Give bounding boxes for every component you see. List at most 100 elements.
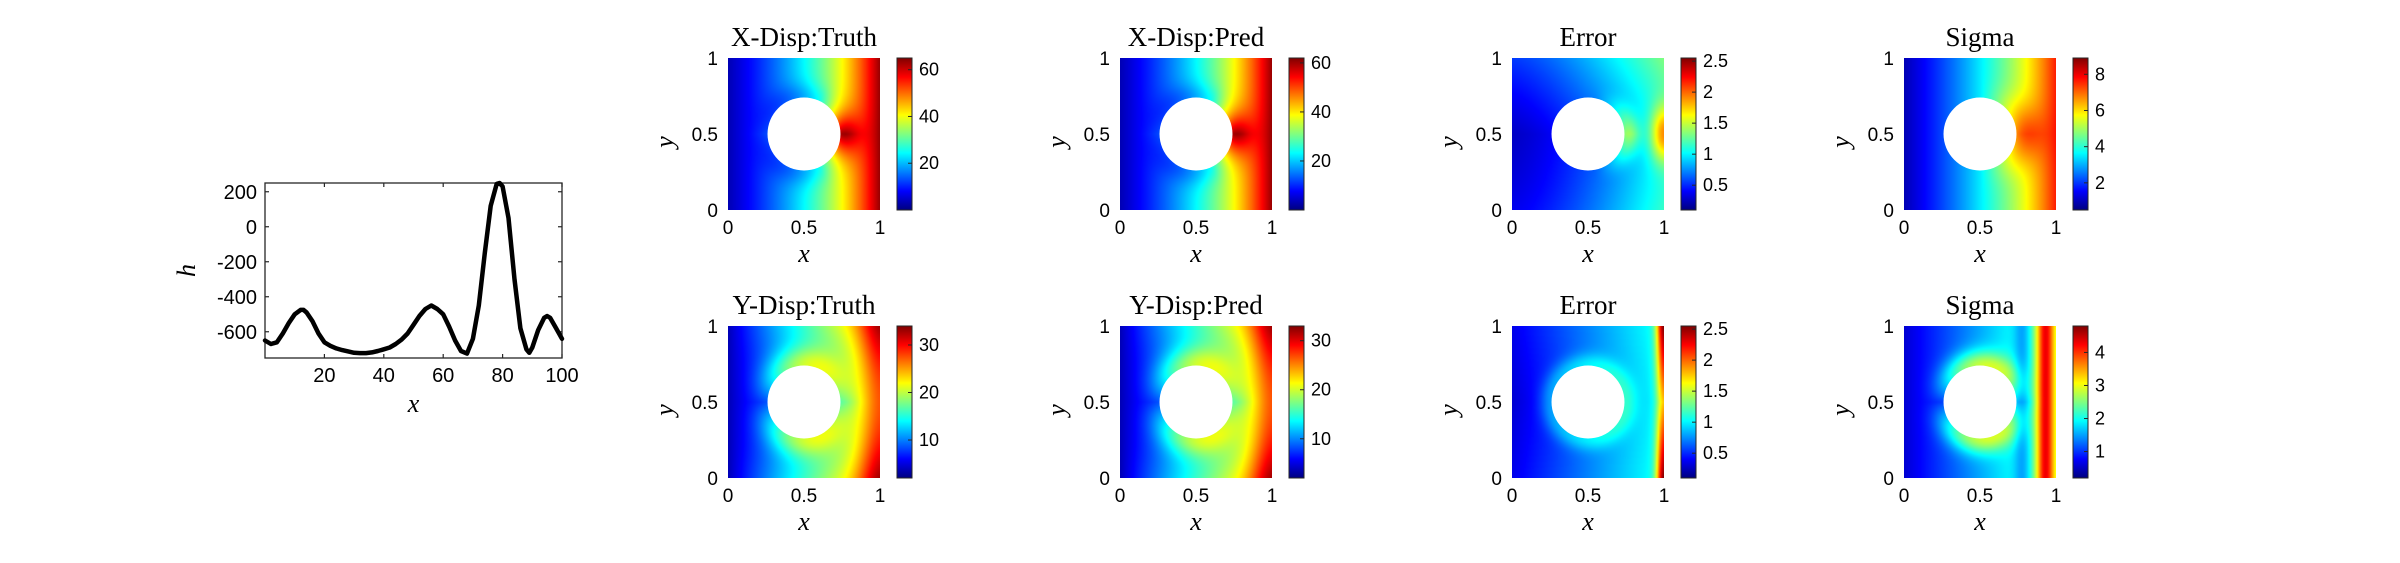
x-tick-label: 0 [1507, 486, 1518, 507]
colorbar-tick-label: 0.5 [1703, 175, 1728, 195]
y-tick-label: 0 [707, 201, 718, 222]
y-tick-label: 0 [1883, 201, 1894, 222]
colorbar-tick-label: 2.5 [1703, 51, 1728, 71]
y-axis-label: y [1826, 136, 1855, 151]
x-tick-label: 100 [545, 365, 578, 387]
y-tick-label: 200 [224, 182, 257, 204]
x-tick-label: 0.5 [1183, 218, 1209, 239]
colorbar-tick-label: 3 [2095, 375, 2105, 395]
heatmap-panel-ydisp-error: 0 0.5 1 0 0.5 1 Error x y 0.5 1 1.5 2 2.5 [1434, 290, 1728, 536]
y-axis-label: y [650, 404, 679, 419]
y-axis-label: h [172, 264, 201, 277]
x-tick-label: 0.5 [1575, 486, 1601, 507]
y-tick-label: 1 [1883, 49, 1894, 70]
y-tick-label: 1 [1099, 49, 1110, 70]
colorbar-tick-label: 1.5 [1703, 113, 1728, 133]
hole [1551, 365, 1625, 439]
panel-title: X-Disp:Truth [731, 22, 878, 52]
panel-title: Y-Disp:Pred [1129, 290, 1263, 320]
y-tick-label: 1 [707, 49, 718, 70]
x-axis-label: x [407, 389, 420, 418]
colorbar [1680, 325, 1697, 479]
x-axis-label: x [797, 239, 810, 268]
colorbar-tick-label: 40 [919, 106, 939, 126]
y-tick-label: -600 [217, 322, 257, 344]
colorbar-tick-label: 8 [2095, 64, 2105, 84]
y-tick-label: 0 [1883, 469, 1894, 490]
x-axis-label: x [1189, 239, 1202, 268]
y-tick-label: 1 [1099, 317, 1110, 338]
x-tick-label: 1 [1267, 218, 1278, 239]
x-tick-label: 1 [1659, 486, 1670, 507]
colorbar-tick-label: 0.5 [1703, 443, 1728, 463]
y-axis-label: y [1434, 404, 1463, 419]
colorbar-tick-label: 1.5 [1703, 381, 1728, 401]
heatmap-panel-xdisp-pred: 0 0.5 1 0 0.5 1 X-Disp:Pred x y 20 40 60 [1042, 22, 1331, 268]
hole [1159, 97, 1233, 171]
colorbar-tick-label: 2 [2095, 409, 2105, 429]
hole [1943, 365, 2017, 439]
y-tick-label: 0.5 [1868, 393, 1894, 414]
colorbar-tick-label: 30 [919, 335, 939, 355]
colorbar-tick-label: 30 [1311, 331, 1331, 351]
y-tick-label: 0 [707, 469, 718, 490]
x-tick-label: 1 [1659, 218, 1670, 239]
y-tick-label: 1 [1883, 317, 1894, 338]
heatmap-panel-xdisp-sigma: 0 0.5 1 0 0.5 1 Sigma x y 2 4 6 8 [1826, 22, 2105, 268]
colorbar [2072, 325, 2089, 479]
plot-area [264, 182, 563, 359]
x-tick-label: 1 [2051, 218, 2062, 239]
x-axis-label: x [1581, 239, 1594, 268]
panel-title: Sigma [1945, 22, 2014, 52]
x-tick-label: 80 [491, 365, 513, 387]
colorbar [2072, 57, 2089, 211]
y-tick-label: -200 [217, 252, 257, 274]
hole [1159, 365, 1233, 439]
x-tick-label: 0 [723, 218, 734, 239]
y-axis-label: y [1826, 404, 1855, 419]
x-tick-label: 0.5 [1575, 218, 1601, 239]
y-tick-label: 0 [1491, 469, 1502, 490]
y-tick-label: 0.5 [1084, 125, 1110, 146]
x-tick-label: 1 [2051, 486, 2062, 507]
hole [767, 365, 841, 439]
colorbar-tick-label: 10 [919, 430, 939, 450]
panel-title: X-Disp:Pred [1128, 22, 1265, 52]
x-tick-label: 0 [1115, 486, 1126, 507]
heatmap-panel-ydisp-sigma: 0 0.5 1 0 0.5 1 Sigma x y 1 2 3 4 [1826, 290, 2105, 536]
colorbar-tick-label: 1 [2095, 442, 2105, 462]
x-axis-label: x [1189, 507, 1202, 536]
colorbar [1288, 325, 1305, 479]
colorbar-tick-label: 20 [1311, 380, 1331, 400]
x-tick-label: 20 [313, 365, 335, 387]
series-line [262, 180, 565, 356]
x-tick-label: 0.5 [791, 486, 817, 507]
y-tick-label: 0.5 [1868, 125, 1894, 146]
colorbar [1680, 57, 1697, 211]
panel-title: Sigma [1945, 290, 2014, 320]
x-axis-label: x [1973, 507, 1986, 536]
x-tick-label: 40 [373, 365, 395, 387]
colorbar-tick-label: 2 [1703, 82, 1713, 102]
y-tick-label: 0.5 [692, 125, 718, 146]
colorbar-tick-label: 6 [2095, 100, 2105, 120]
colorbar-tick-label: 60 [1311, 53, 1331, 73]
colorbar-tick-label: 1 [1703, 144, 1713, 164]
heatmap-panel-xdisp-truth: 0 0.5 1 0 0.5 1 X-Disp:Truth x y 20 40 60 [650, 22, 939, 268]
hole [1551, 97, 1625, 171]
y-tick-label: 0.5 [692, 393, 718, 414]
y-tick-label: -400 [217, 287, 257, 309]
colorbar-tick-label: 4 [2095, 137, 2105, 157]
panel-title: Error [1560, 22, 1617, 52]
y-axis-label: y [1042, 404, 1071, 419]
y-tick-label: 0 [1491, 201, 1502, 222]
x-tick-label: 0.5 [1967, 486, 1993, 507]
colorbar-tick-label: 20 [1311, 151, 1331, 171]
colorbar-tick-label: 40 [1311, 102, 1331, 122]
colorbar-tick-label: 60 [919, 60, 939, 80]
y-axis-label: y [650, 136, 679, 151]
colorbar-tick-label: 2.5 [1703, 319, 1728, 339]
